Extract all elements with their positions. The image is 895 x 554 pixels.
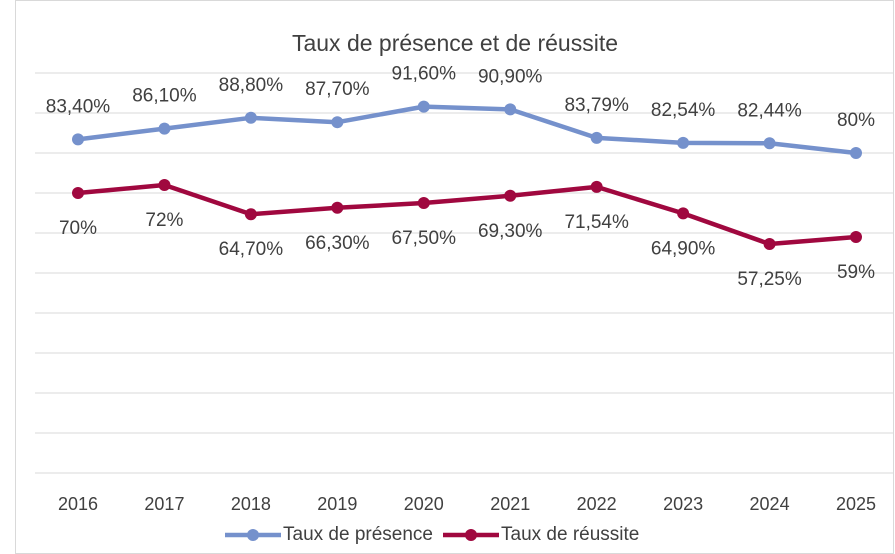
- chart-title: Taux de présence et de réussite: [292, 30, 618, 56]
- data-label: 83,40%: [46, 96, 111, 117]
- data-label: 69,30%: [478, 221, 543, 242]
- data-label: 67,50%: [392, 228, 457, 249]
- data-label: 82,44%: [737, 100, 802, 121]
- marker: [244, 208, 257, 221]
- marker: [72, 187, 84, 199]
- marker: [417, 197, 430, 209]
- marker: [850, 147, 862, 159]
- marker: [763, 238, 776, 250]
- data-label: 64,90%: [651, 238, 716, 259]
- x-tick-label: 2021: [490, 494, 530, 514]
- marker: [504, 189, 517, 202]
- data-label: 59%: [837, 262, 875, 283]
- marker: [331, 116, 344, 129]
- marker: [677, 136, 690, 149]
- marker: [590, 180, 603, 193]
- data-label: 64,70%: [219, 239, 284, 260]
- legend-marker: [247, 529, 259, 541]
- legend-label: Taux de réussite: [501, 524, 639, 545]
- x-tick-label: 2020: [404, 494, 444, 514]
- data-label: 71,54%: [564, 212, 629, 233]
- data-label: 88,80%: [219, 75, 284, 96]
- marker: [504, 103, 517, 116]
- marker: [158, 179, 171, 191]
- marker: [417, 100, 430, 113]
- data-label: 91,60%: [392, 64, 457, 85]
- data-label: 66,30%: [305, 233, 370, 254]
- marker: [72, 133, 84, 146]
- x-tick-label: 2017: [144, 494, 184, 514]
- marker: [158, 122, 171, 135]
- x-tick-label: 2024: [750, 494, 790, 514]
- marker: [763, 137, 776, 150]
- x-tick-label: 2019: [317, 494, 357, 514]
- marker: [590, 131, 603, 144]
- data-label: 83,79%: [564, 95, 629, 116]
- line: [77, 182, 857, 247]
- data-label: 70%: [59, 218, 97, 239]
- x-tick-label: 2025: [836, 494, 876, 514]
- marker: [677, 207, 690, 220]
- data-label: 90,90%: [478, 66, 543, 87]
- marker: [850, 231, 862, 243]
- x-tick-label: 2016: [58, 494, 98, 514]
- x-tick-label: 2023: [663, 494, 703, 514]
- marker: [331, 201, 344, 214]
- data-label: 87,70%: [305, 79, 370, 100]
- data-label: 57,25%: [737, 269, 802, 290]
- data-label: 72%: [145, 210, 183, 231]
- line: [77, 104, 857, 156]
- chart-frame: [15, 0, 894, 554]
- x-tick-label: 2022: [577, 494, 617, 514]
- legend-label: Taux de présence: [283, 524, 433, 545]
- marker: [244, 111, 257, 124]
- data-label: 80%: [837, 110, 875, 131]
- data-label: 82,54%: [651, 100, 716, 121]
- x-tick-label: 2018: [231, 494, 271, 514]
- legend-marker: [465, 529, 477, 541]
- data-label: 86,10%: [132, 86, 197, 107]
